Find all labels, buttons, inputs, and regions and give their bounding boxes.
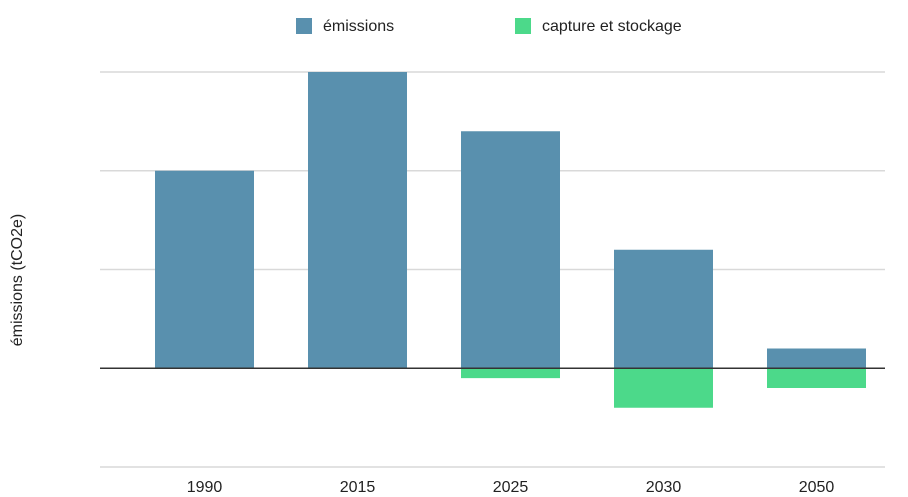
x-tick-label: 2025 [493, 479, 529, 496]
bar [767, 348, 866, 369]
bar [767, 368, 866, 388]
x-tick-label: 2050 [799, 479, 835, 496]
legend-swatch [515, 18, 531, 34]
bar [461, 131, 560, 369]
bar [155, 170, 254, 369]
bar [614, 249, 713, 369]
bar [614, 368, 713, 408]
x-tick-label: 2030 [646, 479, 682, 496]
x-tick-label: 2015 [340, 479, 376, 496]
legend-label: capture et stockage [542, 18, 682, 35]
x-tick-label: 1990 [187, 479, 223, 496]
legend-swatch [296, 18, 312, 34]
legend-label: émissions [323, 18, 394, 35]
bar [308, 72, 407, 369]
bar [461, 368, 560, 379]
y-axis-label: émissions (tCO2e) [9, 214, 26, 346]
